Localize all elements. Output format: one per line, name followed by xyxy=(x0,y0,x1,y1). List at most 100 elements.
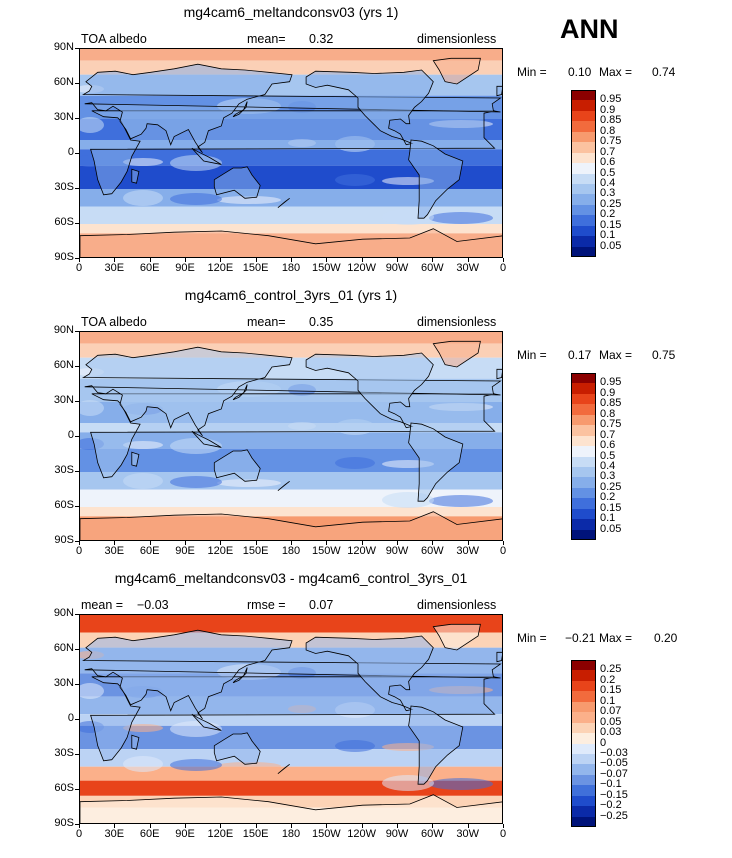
colorbar-swatch xyxy=(571,701,596,713)
lon-tick xyxy=(361,258,363,262)
field-patch xyxy=(217,762,281,770)
colorbar-label: 0.4 xyxy=(600,459,616,472)
lon-tick xyxy=(291,541,292,545)
colorbar-swatch xyxy=(571,215,596,227)
lon-tick xyxy=(255,258,257,262)
lat-tick-label: 90N xyxy=(53,41,74,53)
field-patch xyxy=(123,158,163,166)
lat-tick-label: 60N xyxy=(53,359,74,371)
lon-tick xyxy=(255,824,257,828)
lat-tick xyxy=(75,436,79,437)
colorbar-swatch xyxy=(571,393,596,405)
lon-tick-label: 150E xyxy=(242,545,269,557)
lon-tick-label: 0 xyxy=(499,262,507,274)
lon-tick xyxy=(220,541,222,545)
lon-tick-label: 0 xyxy=(75,545,83,557)
coastline-japan xyxy=(232,667,248,684)
lat-tick xyxy=(75,223,79,224)
lon-tick-label: 180 xyxy=(281,828,301,840)
colorbar-swatch xyxy=(571,774,596,786)
colorbar-label: 0.8 xyxy=(600,124,616,137)
albedo-band xyxy=(80,714,502,726)
lon-tick-label: 60E xyxy=(139,262,160,274)
colorbar-label: 0.1 xyxy=(600,229,616,242)
colorbar-label: 0.2 xyxy=(600,208,616,221)
lat-tick xyxy=(75,401,79,402)
colorbar-label: −0.15 xyxy=(600,788,628,801)
map-plot xyxy=(80,615,502,823)
lon-tick-label: 120E xyxy=(207,828,234,840)
lon-tick xyxy=(79,824,80,828)
coastline-madagascar xyxy=(131,451,140,467)
lon-tick-label: 30W xyxy=(456,545,479,557)
lat-tick xyxy=(75,83,79,84)
mean-label: mean= xyxy=(247,315,286,329)
coastline-indonesia xyxy=(191,430,222,448)
lat-tick xyxy=(75,48,79,49)
lon-tick-label: 120E xyxy=(207,262,234,274)
lat-tick xyxy=(75,541,79,542)
colorbar-label: 0.5 xyxy=(600,449,616,462)
colorbar-label: 0.3 xyxy=(600,470,616,483)
colorbar-label: 0.3 xyxy=(600,187,616,200)
mean-value: −0.03 xyxy=(137,598,169,612)
coastline-madagascar xyxy=(131,734,140,750)
rmse-label: rmse = xyxy=(247,598,286,612)
colorbar-swatch xyxy=(571,466,596,478)
colorbar-label: 0.6 xyxy=(600,439,616,452)
albedo-band xyxy=(80,507,502,517)
lat-tick xyxy=(75,471,79,472)
mean-label: mean= xyxy=(247,32,286,46)
lon-tick xyxy=(114,824,116,828)
lon-tick-label: 0 xyxy=(499,828,507,840)
lon-tick xyxy=(79,258,80,262)
colorbar-label: 0.9 xyxy=(600,386,616,399)
field-patch xyxy=(429,212,493,224)
colorbar-swatch xyxy=(571,131,596,143)
lat-tick xyxy=(75,649,79,650)
lat-tick-label: 90S xyxy=(54,534,74,546)
coastline-namerica xyxy=(305,69,434,146)
lat-tick-label: 30N xyxy=(53,111,74,123)
variable-label: TOA albedo xyxy=(81,32,147,46)
colorbar-swatch xyxy=(571,519,596,530)
colorbar-label: 0.15 xyxy=(600,218,622,231)
colorbar-swatch xyxy=(571,404,596,416)
colorbar-swatch xyxy=(571,498,596,510)
lon-tick-label: 120W xyxy=(347,262,377,274)
coastline-greenland xyxy=(432,57,481,85)
coastline-namerica xyxy=(305,635,434,712)
lon-tick-label: 120W xyxy=(347,545,377,557)
field-patch xyxy=(123,190,163,206)
field-patch xyxy=(335,457,375,469)
panel-title: mg4cam6_meltandconsv03 (yrs 1) xyxy=(183,4,399,20)
lat-tick-label: 60S xyxy=(54,782,74,794)
coastline-antarctica xyxy=(80,794,502,823)
field-patch xyxy=(80,117,104,133)
min-value: −0.21 xyxy=(565,631,596,645)
lat-tick xyxy=(75,331,79,332)
panel-title: mg4cam6_control_3yrs_01 (yrs 1) xyxy=(184,287,398,303)
lon-tick-label: 150W xyxy=(311,262,341,274)
coastline-europe_asia xyxy=(82,346,502,437)
lon-tick xyxy=(467,541,469,545)
colorbar-label: −0.07 xyxy=(600,767,628,780)
lat-tick-label: 30S xyxy=(54,464,74,476)
lon-tick xyxy=(149,541,151,545)
field-patch xyxy=(217,196,281,204)
max-label: Max = xyxy=(599,65,633,79)
lat-tick xyxy=(75,789,79,790)
colorbar-label: −0.25 xyxy=(600,809,628,822)
field-patch xyxy=(170,193,222,205)
lon-tick xyxy=(503,824,504,828)
colorbar-label: −0.1 xyxy=(600,778,622,791)
colorbar-swatch xyxy=(571,152,596,164)
colorbar-swatch xyxy=(571,425,596,437)
colorbar-label: 0.05 xyxy=(600,715,622,728)
colorbar-label: 0.2 xyxy=(600,491,616,504)
colorbar-swatch xyxy=(571,173,596,185)
lon-tick xyxy=(185,258,186,262)
albedo-band xyxy=(80,332,502,344)
lon-tick-label: 60E xyxy=(139,828,160,840)
albedo-band xyxy=(80,224,502,234)
